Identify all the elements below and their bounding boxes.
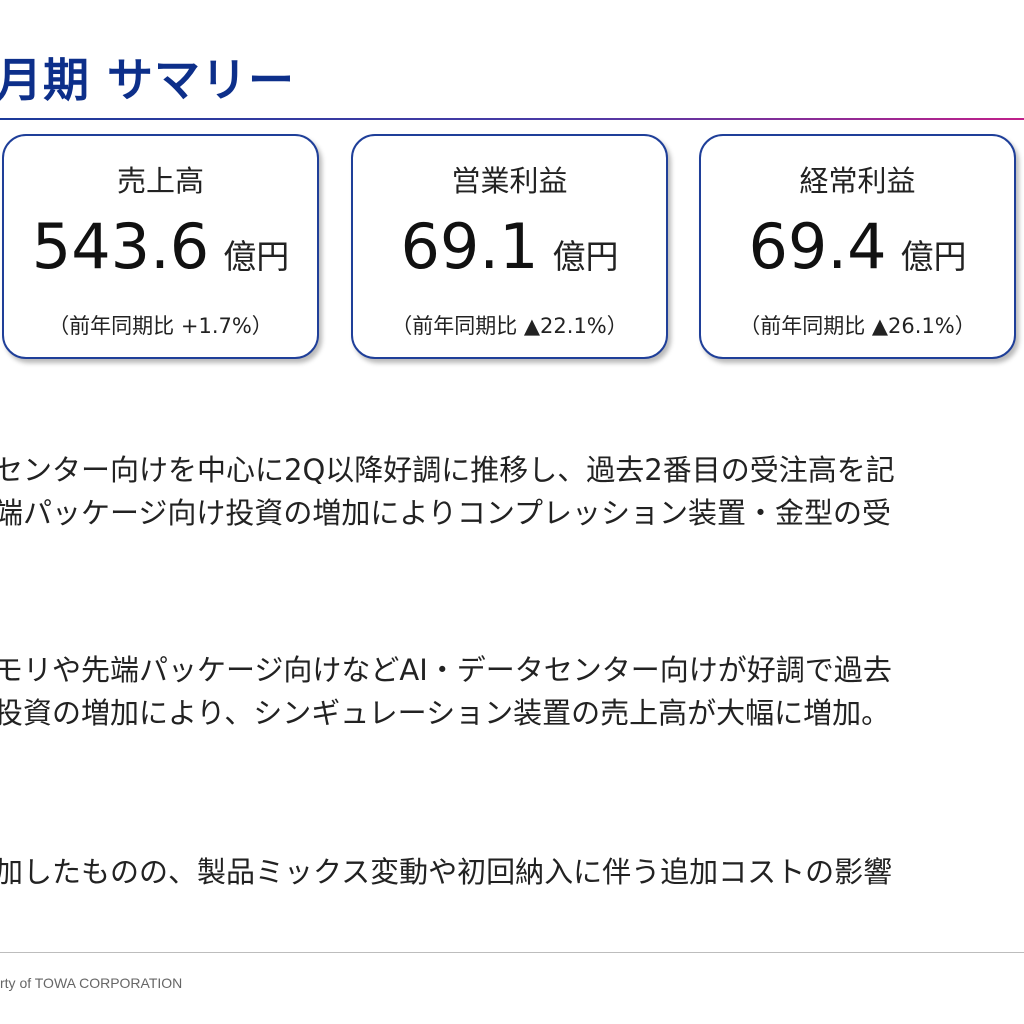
ordinary-profit-card: 経常利益 69.4 億円 （前年同期比 ▲26.1%） xyxy=(699,134,1016,359)
footer-divider xyxy=(0,952,1024,953)
card-unit: 億円 xyxy=(223,237,290,276)
card-value-line: 69.1 億円 xyxy=(353,210,666,283)
section-2-line-2: 投資の増加により、シンギュレーション装置の売上高が大幅に増加。 xyxy=(0,696,891,730)
card-value: 69.4 xyxy=(748,210,887,283)
copyright-text: rty of TOWA CORPORATION xyxy=(0,975,183,991)
card-value: 69.1 xyxy=(400,210,539,283)
page-title: 月期 サマリー xyxy=(0,53,296,107)
card-value-line: 543.6 億円 xyxy=(4,210,317,283)
sales-card: 売上高 543.6 億円 （前年同期比 +1.7%） xyxy=(2,134,319,359)
card-note: （前年同期比 ▲26.1%） xyxy=(739,314,976,338)
card-label: 経常利益 xyxy=(799,164,916,198)
section-1-line-1: センター向けを中心に2Q以降好調に推移し、過去2番目の受注高を記 xyxy=(0,453,895,487)
section-3-line-1: 加したものの、製品ミックス変動や初回納入に伴う追加コストの影響 xyxy=(0,855,893,889)
card-note: （前年同期比 +1.7%） xyxy=(48,314,273,338)
card-value: 543.6 xyxy=(31,210,210,283)
card-label: 売上高 xyxy=(116,164,204,198)
card-note: （前年同期比 ▲22.1%） xyxy=(391,314,628,338)
card-value-line: 69.4 億円 xyxy=(701,210,1014,283)
section-1-line-2: 端パッケージ向け投資の増加によりコンプレッション装置・金型の受 xyxy=(0,496,891,530)
card-label: 営業利益 xyxy=(451,164,568,198)
operating-profit-card: 営業利益 69.1 億円 （前年同期比 ▲22.1%） xyxy=(351,134,668,359)
title-divider xyxy=(0,118,1024,120)
card-unit: 億円 xyxy=(900,237,967,276)
section-2-line-1: モリや先端パッケージ向けなどAI・データセンター向けが好調で過去 xyxy=(0,653,892,687)
card-unit: 億円 xyxy=(552,237,619,276)
